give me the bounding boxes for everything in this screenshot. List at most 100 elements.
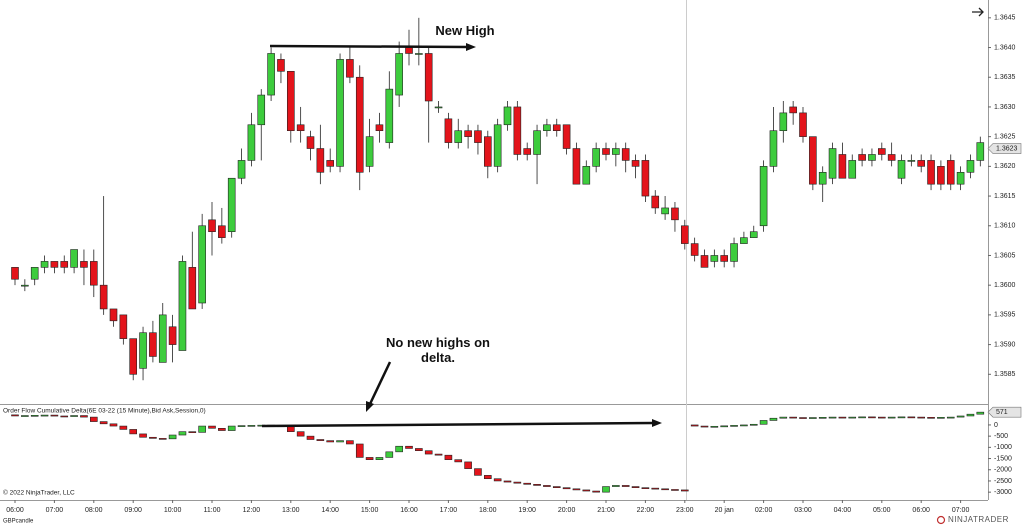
scroll-icon[interactable] bbox=[972, 7, 984, 17]
candle-body bbox=[966, 160, 975, 173]
y-tick-label: 1.3610 bbox=[994, 223, 1016, 230]
candle-body bbox=[582, 489, 591, 492]
candle-body bbox=[454, 459, 463, 463]
x-tick-label: 09:00 bbox=[124, 507, 142, 514]
candle-body bbox=[424, 450, 433, 455]
candle-body bbox=[119, 425, 128, 430]
candle-body bbox=[149, 332, 157, 357]
candle-body bbox=[877, 148, 886, 155]
candle-body bbox=[710, 425, 719, 428]
candle-body bbox=[848, 160, 857, 179]
candle-body bbox=[779, 416, 788, 419]
candle-body bbox=[40, 414, 49, 417]
candle-body bbox=[365, 136, 374, 167]
candle-body bbox=[50, 414, 59, 417]
y-tick-label: 1.3615 bbox=[994, 193, 1016, 200]
candle-body bbox=[868, 416, 876, 419]
y-tick-label: -2000 bbox=[994, 467, 1012, 474]
candle-body bbox=[11, 267, 19, 280]
x-tick-label: 11:00 bbox=[204, 507, 221, 514]
candle-body bbox=[198, 425, 206, 433]
candle-body bbox=[700, 255, 709, 268]
candle-body bbox=[21, 284, 29, 287]
candle-body bbox=[40, 261, 49, 268]
candle-body bbox=[818, 417, 827, 419]
candle-body bbox=[690, 243, 699, 256]
candle-body bbox=[809, 136, 817, 185]
candle-body bbox=[70, 249, 78, 268]
y-tick-label: 1.3635 bbox=[994, 74, 1016, 81]
candle-body bbox=[887, 154, 896, 161]
candle-body bbox=[749, 231, 758, 238]
candle-body bbox=[50, 261, 59, 268]
candle-body bbox=[346, 440, 354, 445]
y-tick-label: 1.3595 bbox=[994, 312, 1016, 319]
x-tick-label: 06:00 bbox=[6, 507, 24, 514]
x-tick-label: 02:00 bbox=[755, 507, 773, 514]
candle-body bbox=[286, 70, 295, 132]
candle-body bbox=[740, 424, 748, 427]
candle-body bbox=[641, 160, 650, 197]
candle-body bbox=[917, 160, 926, 167]
candle-body bbox=[661, 207, 669, 215]
candle-body bbox=[680, 225, 689, 244]
candle-body bbox=[375, 457, 384, 460]
y-tick-label: 1.3605 bbox=[994, 252, 1016, 259]
candle-body bbox=[60, 415, 69, 418]
candle-body bbox=[769, 130, 778, 167]
candle-body bbox=[572, 148, 581, 185]
candle-body bbox=[700, 425, 709, 428]
candle-body bbox=[887, 416, 896, 419]
candle-body bbox=[316, 439, 325, 441]
x-tick-label: 07:00 bbox=[952, 507, 970, 514]
candle-body bbox=[641, 487, 650, 489]
candle-body bbox=[612, 485, 620, 487]
y-tick-label: -3000 bbox=[994, 489, 1012, 496]
candle-body bbox=[198, 225, 206, 304]
candle-body bbox=[661, 488, 669, 491]
candle-body bbox=[424, 53, 433, 102]
candle-body bbox=[946, 160, 955, 185]
candle-body bbox=[405, 47, 413, 54]
template-name: GBPcandle bbox=[3, 519, 34, 525]
candle-body bbox=[237, 425, 246, 427]
y-tick-label: 1.3630 bbox=[994, 104, 1016, 111]
candle-body bbox=[671, 207, 679, 221]
candle-body bbox=[612, 148, 620, 155]
x-tick-label: 20:00 bbox=[558, 507, 576, 514]
candle-body bbox=[592, 148, 600, 167]
candle-body bbox=[877, 416, 886, 419]
x-tick-label: 17:00 bbox=[440, 507, 458, 514]
logo-icon bbox=[936, 515, 946, 525]
y-tick-label: -1000 bbox=[994, 444, 1012, 451]
candle-body bbox=[90, 261, 98, 286]
candle-body bbox=[690, 424, 699, 427]
candle-body bbox=[513, 106, 522, 155]
arrow-head bbox=[466, 43, 476, 51]
candle-body bbox=[474, 130, 482, 143]
candle-body bbox=[937, 417, 945, 419]
candle-body bbox=[631, 160, 640, 167]
candle-body bbox=[602, 148, 610, 155]
candle-body bbox=[562, 124, 571, 149]
candle-body bbox=[868, 154, 876, 161]
candle-body bbox=[848, 416, 857, 419]
candle-body bbox=[503, 480, 512, 483]
candle-body bbox=[178, 261, 187, 351]
candle-body bbox=[208, 219, 216, 233]
candle-body bbox=[385, 88, 394, 143]
candle-body bbox=[395, 445, 403, 453]
candle-body bbox=[109, 423, 118, 427]
x-tick-label: 07:00 bbox=[46, 507, 64, 514]
candle-body bbox=[218, 428, 226, 431]
y-tick-label: -2500 bbox=[994, 478, 1012, 485]
candle-body bbox=[109, 308, 118, 322]
candle-body bbox=[277, 59, 285, 72]
candle-body bbox=[572, 488, 581, 491]
candle-body bbox=[720, 255, 729, 262]
arrow-head bbox=[652, 419, 662, 427]
candle-body bbox=[434, 453, 443, 456]
candle-body bbox=[730, 243, 738, 262]
candle-body bbox=[257, 94, 266, 126]
indicator-title: Order Flow Cumulative Delta(6E 03-22 (15… bbox=[3, 408, 206, 415]
